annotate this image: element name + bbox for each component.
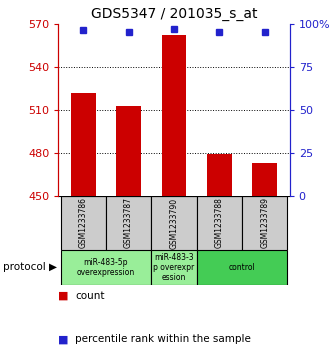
Bar <box>151 250 197 285</box>
Bar <box>197 196 242 250</box>
Bar <box>252 163 277 196</box>
Text: GSM1233788: GSM1233788 <box>215 197 224 248</box>
Bar <box>151 196 197 250</box>
Bar <box>207 154 232 196</box>
Text: GSM1233789: GSM1233789 <box>260 197 269 249</box>
Bar <box>106 196 151 250</box>
Text: miR-483-5p
overexpression: miR-483-5p overexpression <box>77 258 135 277</box>
Title: GDS5347 / 201035_s_at: GDS5347 / 201035_s_at <box>91 7 257 21</box>
Bar <box>116 106 141 196</box>
Bar <box>162 35 186 196</box>
Bar <box>61 250 151 285</box>
Bar <box>71 93 96 196</box>
Bar <box>61 196 106 250</box>
Text: ■: ■ <box>58 291 69 301</box>
Text: GSM1233787: GSM1233787 <box>124 197 133 249</box>
Bar <box>242 196 287 250</box>
Text: percentile rank within the sample: percentile rank within the sample <box>75 334 251 344</box>
Text: miR-483-3
p overexpr
ession: miR-483-3 p overexpr ession <box>154 253 194 282</box>
Text: count: count <box>75 291 105 301</box>
Text: GSM1233786: GSM1233786 <box>79 197 88 249</box>
Text: control: control <box>229 263 255 272</box>
Text: ■: ■ <box>58 334 69 344</box>
Text: GSM1233790: GSM1233790 <box>169 197 178 249</box>
Text: protocol ▶: protocol ▶ <box>3 262 57 273</box>
Bar <box>197 250 287 285</box>
